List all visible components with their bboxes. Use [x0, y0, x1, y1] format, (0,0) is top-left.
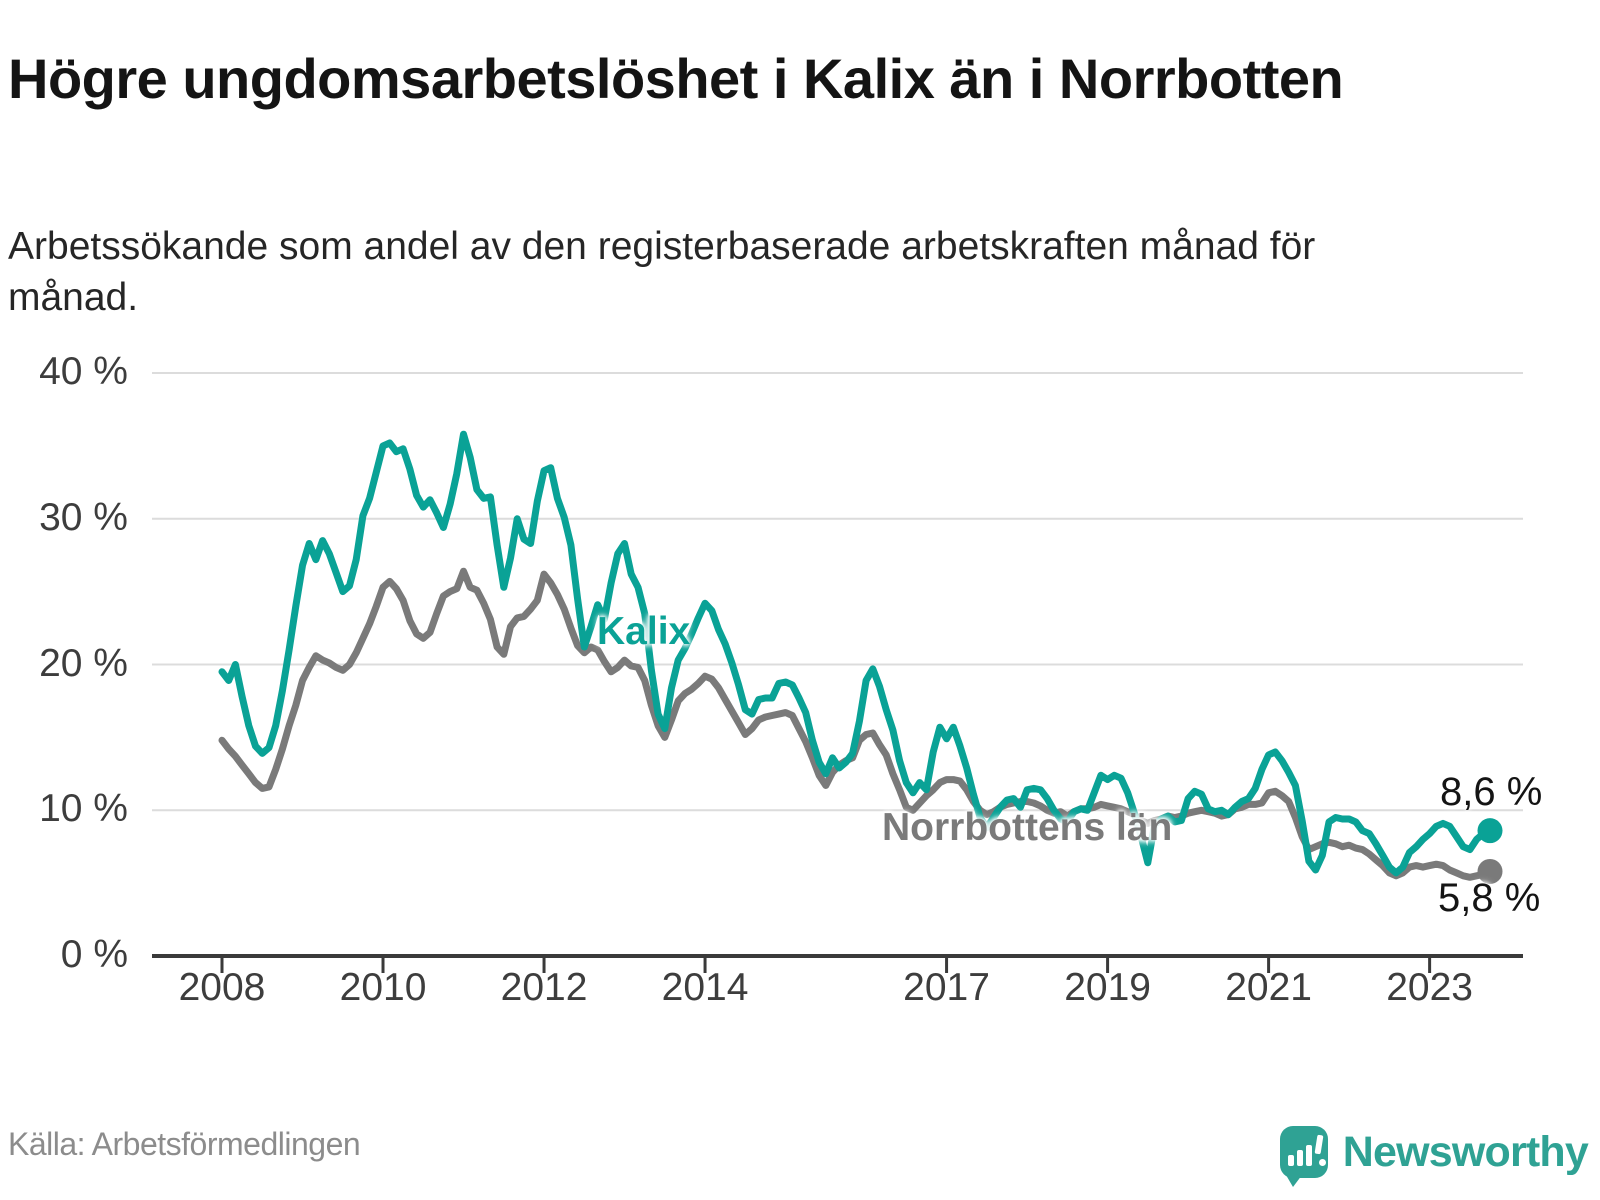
x-tick-label-2008: 2008 [178, 966, 266, 1009]
y-tick-label-40: 40 % [39, 350, 128, 394]
series-label-norrbotten: Norrbottens län [882, 806, 1173, 849]
chart-title: Högre ungdomsarbetslöshet i Kalix än i N… [8, 46, 1344, 110]
series-label-kalix: Kalix [597, 610, 691, 653]
x-tick-label-2023: 2023 [1386, 966, 1473, 1009]
logo-speech-tail-icon [1285, 1175, 1302, 1187]
end-value-label-kalix: 8,6 % [1440, 770, 1543, 814]
chart-subtitle: Arbetssökande som andel av den registerb… [8, 225, 1316, 319]
y-tick-label-30: 30 % [39, 495, 128, 539]
x-tick-label-2014: 2014 [661, 966, 749, 1009]
logo-bar-icon [1287, 1155, 1294, 1166]
series-line-kalix [218, 430, 1494, 877]
logo-exclamation-dot-icon [1318, 1159, 1326, 1166]
newsworthy-logo-icon [1279, 1126, 1328, 1187]
x-tick-label-2019: 2019 [1064, 966, 1151, 1009]
y-tick-label-10: 10 % [39, 787, 128, 831]
end-dot-kalix [1477, 818, 1503, 844]
logo-bar-icon [1296, 1150, 1303, 1166]
newsworthy-brand: Newsworthy [1279, 1120, 1589, 1187]
x-tick-label-2021: 2021 [1225, 966, 1312, 1009]
x-tick-label-2017: 2017 [903, 966, 990, 1009]
x-tick-label-2012: 2012 [500, 966, 588, 1009]
end-value-label-norrbotten: 5,8 % [1438, 876, 1541, 920]
y-tick-label-20: 20 % [39, 641, 128, 685]
logo-bar-icon [1305, 1145, 1312, 1166]
logo-exclamation-icon [1314, 1134, 1324, 1155]
newsworthy-wordmark: Newsworthy [1342, 1127, 1589, 1176]
x-tick-label-2010: 2010 [339, 966, 427, 1009]
y-tick-label-0: 0 % [60, 933, 128, 977]
end-dot-norrbottens-l-n [1477, 858, 1503, 884]
source-note: Källa: Arbetsförmedlingen [8, 1126, 361, 1162]
